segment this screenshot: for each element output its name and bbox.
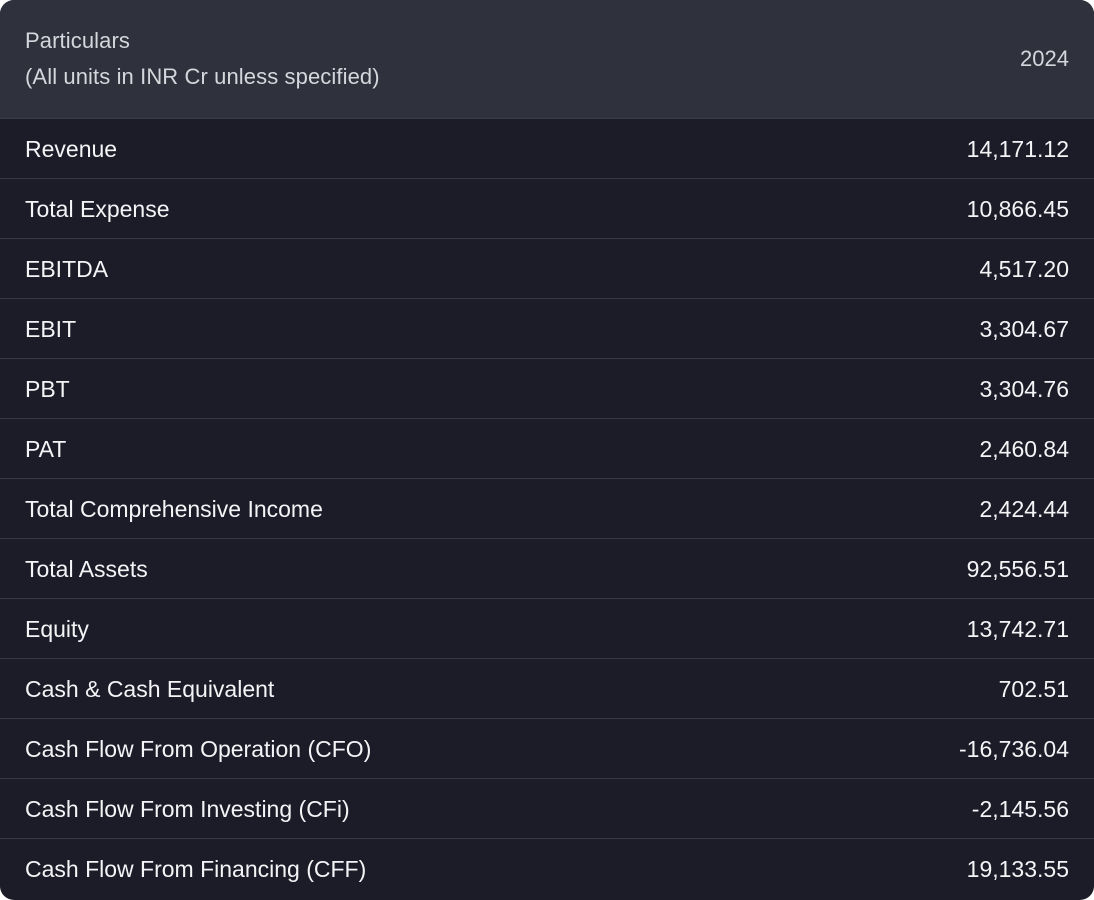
row-value: 3,304.67 [979, 315, 1069, 342]
header-particulars: Particulars (All units in INR Cr unless … [25, 28, 380, 90]
row-label: PBT [25, 375, 70, 402]
row-value: 92,556.51 [966, 555, 1069, 582]
row-label: EBITDA [25, 255, 109, 282]
row-label: Revenue [25, 135, 118, 162]
row-value: 2,424.44 [979, 495, 1069, 522]
row-value: 4,517.20 [979, 255, 1069, 282]
row-label: Total Assets [25, 555, 148, 582]
row-value: 3,304.76 [979, 375, 1069, 402]
row-value: 10,866.45 [966, 195, 1069, 222]
table-row: PBT 3,304.76 [0, 359, 1094, 419]
row-label: Equity [25, 615, 89, 642]
table-row: EBITDA 4,517.20 [0, 239, 1094, 299]
row-label: Total Expense [25, 195, 170, 222]
row-value: 19,133.55 [966, 855, 1069, 882]
table-row: PAT 2,460.84 [0, 419, 1094, 479]
table-row: Revenue 14,171.12 [0, 119, 1094, 179]
row-value: 702.51 [998, 675, 1069, 702]
table-row: Cash Flow From Financing (CFF) 19,133.55 [0, 839, 1094, 898]
table-row: Total Comprehensive Income 2,424.44 [0, 479, 1094, 539]
units-note: (All units in INR Cr unless specified) [25, 64, 380, 89]
table-row: Cash Flow From Operation (CFO) -16,736.0… [0, 719, 1094, 779]
row-label: PAT [25, 435, 67, 462]
row-label: Cash & Cash Equivalent [25, 675, 275, 702]
row-value: -16,736.04 [959, 735, 1069, 762]
row-label: Cash Flow From Investing (CFi) [25, 795, 350, 822]
row-label: Cash Flow From Financing (CFF) [25, 855, 367, 882]
year-column-header: 2024 [1020, 46, 1069, 71]
particulars-label: Particulars [25, 28, 131, 53]
row-value: -2,145.56 [971, 795, 1069, 822]
row-value: 2,460.84 [979, 435, 1069, 462]
row-label: Total Comprehensive Income [25, 495, 323, 522]
row-label: Cash Flow From Operation (CFO) [25, 735, 372, 762]
row-label: EBIT [25, 315, 77, 342]
row-value: 14,171.12 [966, 135, 1069, 162]
table-body: Revenue 14,171.12 Total Expense 10,866.4… [0, 119, 1094, 898]
table-row: Total Expense 10,866.45 [0, 179, 1094, 239]
table-row: EBIT 3,304.67 [0, 299, 1094, 359]
table-row: Cash & Cash Equivalent 702.51 [0, 659, 1094, 719]
table-row: Equity 13,742.71 [0, 599, 1094, 659]
table-row: Cash Flow From Investing (CFi) -2,145.56 [0, 779, 1094, 839]
table-header: Particulars (All units in INR Cr unless … [0, 0, 1094, 119]
table-row: Total Assets 92,556.51 [0, 539, 1094, 599]
row-value: 13,742.71 [966, 615, 1069, 642]
